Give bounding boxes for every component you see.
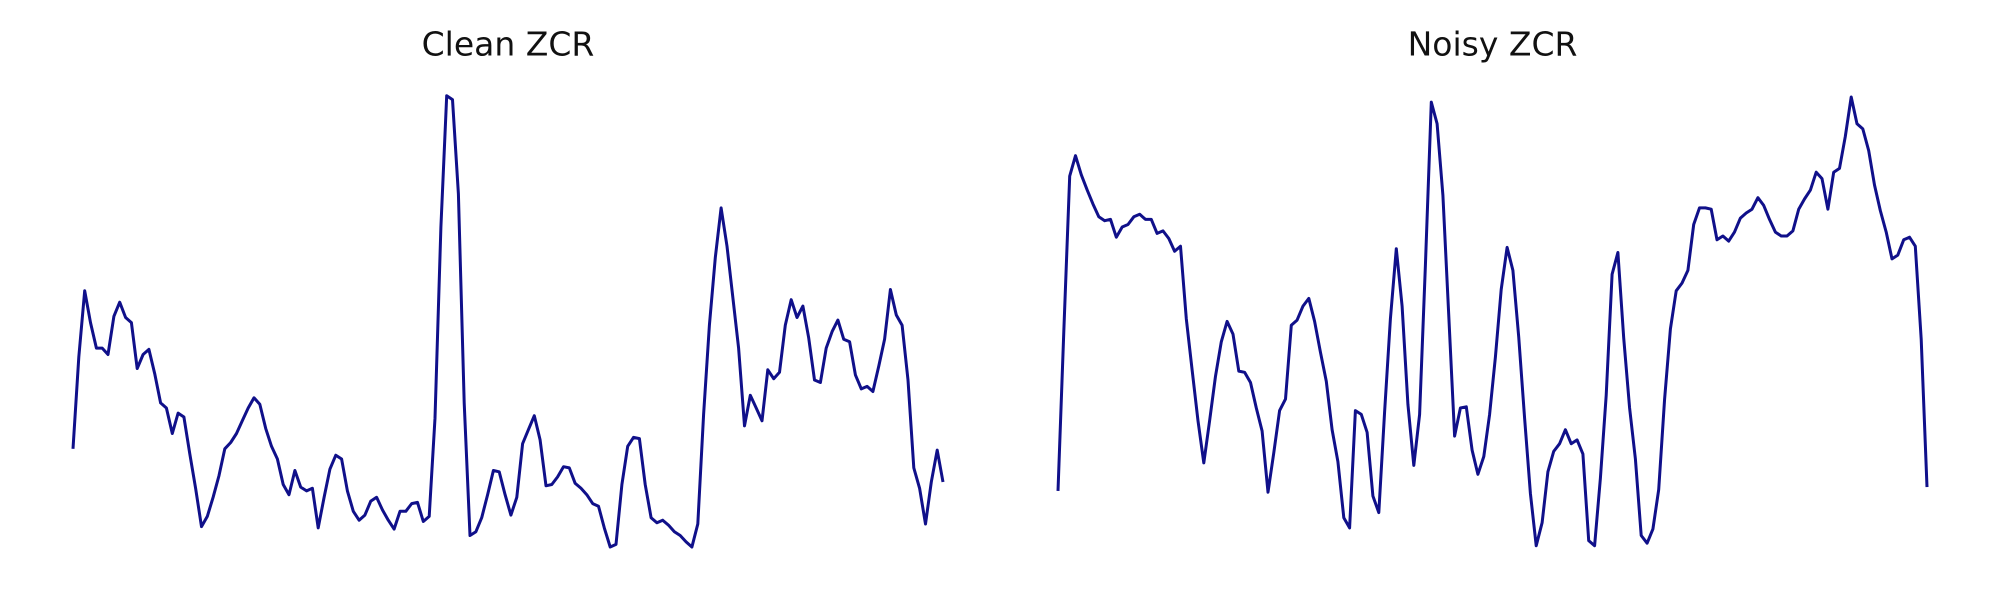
chart-title: Clean ZCR	[422, 25, 595, 64]
zcr-line	[71, 94, 945, 549]
chart-title: Noisy ZCR	[1408, 25, 1578, 64]
zcr-line	[1056, 95, 1929, 548]
